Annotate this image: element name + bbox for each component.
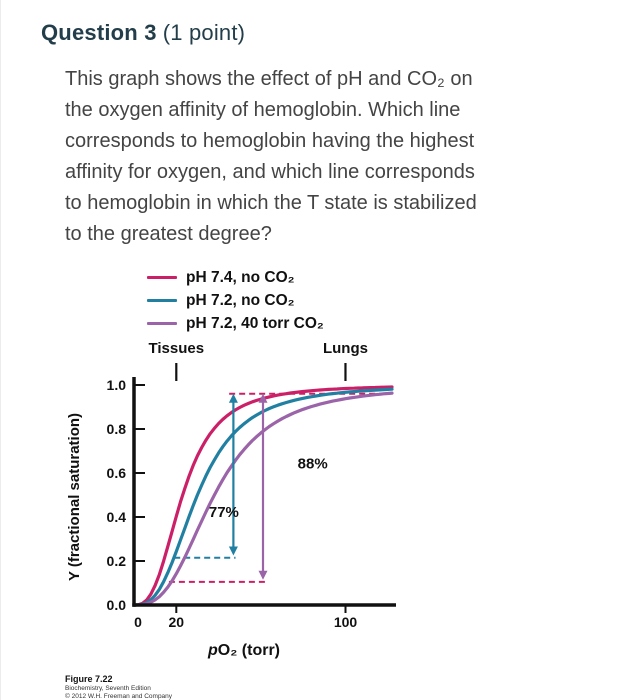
chart-legend: pH 7.4, no CO₂ pH 7.2, no CO₂ pH 7.2, 40… bbox=[147, 266, 618, 335]
y-tick-label: 0.0 bbox=[107, 597, 127, 613]
annotation-0: 77% bbox=[209, 504, 239, 521]
y-tick-label: 0.8 bbox=[107, 421, 127, 437]
figure-caption: Figure 7.22 Biochemistry, Seventh Editio… bbox=[65, 674, 618, 700]
oxygen-binding-curve-chart: 77% 88% Tissues Lungs 1.0 0.8 0.6 0.4 0.2 0… bbox=[66, 340, 396, 659]
annotation-1: 88% bbox=[298, 456, 328, 473]
y-tick-label: 0.4 bbox=[107, 509, 127, 525]
chart-container: 77% 88% Tissues Lungs 1.0 0.8 0.6 0.4 0.2 0… bbox=[56, 337, 618, 672]
legend-swatch-teal bbox=[147, 298, 177, 303]
question-text: This graph shows the effect of pH and CO… bbox=[65, 68, 477, 245]
legend-swatch-purple bbox=[147, 321, 177, 326]
top-marker-label-0: Tissues bbox=[148, 340, 204, 357]
legend-item-ph72-co2: pH 7.2, 40 torr CO₂ bbox=[147, 312, 618, 335]
legend-label: pH 7.2, no CO₂ bbox=[186, 291, 295, 309]
legend-swatch-magenta bbox=[147, 275, 177, 280]
y-tick-label: 0.2 bbox=[107, 553, 127, 569]
legend-item-ph72-noco2: pH 7.2, no CO₂ bbox=[147, 289, 618, 312]
figure-caption-copyright: © 2012 W.H. Freeman and Company bbox=[65, 693, 173, 700]
question-number: Question 3 bbox=[41, 20, 157, 45]
x-axis-label: pO₂ (torr) bbox=[207, 642, 280, 659]
legend-label: pH 7.4, no CO₂ bbox=[186, 268, 295, 286]
legend-item-ph74-noco2: pH 7.4, no CO₂ bbox=[147, 266, 618, 289]
y-tick-label: 1.0 bbox=[107, 377, 127, 393]
legend-label: pH 7.2, 40 torr CO₂ bbox=[186, 314, 324, 332]
x-tick-label: 20 bbox=[169, 614, 185, 630]
arrowhead-down-1 bbox=[258, 570, 268, 580]
top-marker-label-1: Lungs bbox=[323, 340, 368, 357]
question-heading: Question 3 (1 point) bbox=[41, 20, 618, 46]
x-tick-label: 100 bbox=[334, 614, 358, 630]
y-tick-label: 0.6 bbox=[107, 465, 127, 481]
arrowhead-up-0 bbox=[228, 393, 238, 403]
arrowhead-up-1 bbox=[258, 393, 268, 403]
x-tick-label: 0 bbox=[134, 614, 142, 630]
figure-caption-book: Biochemistry, Seventh Edition bbox=[65, 685, 151, 693]
figure-caption-title: Figure 7.22 bbox=[65, 674, 113, 684]
y-axis-label: Y (fractional saturation) bbox=[66, 413, 83, 581]
arrowhead-down-0 bbox=[228, 546, 238, 556]
question-points: (1 point) bbox=[162, 20, 246, 45]
plot-layer: 77% 88% Tissues Lungs bbox=[132, 340, 394, 607]
